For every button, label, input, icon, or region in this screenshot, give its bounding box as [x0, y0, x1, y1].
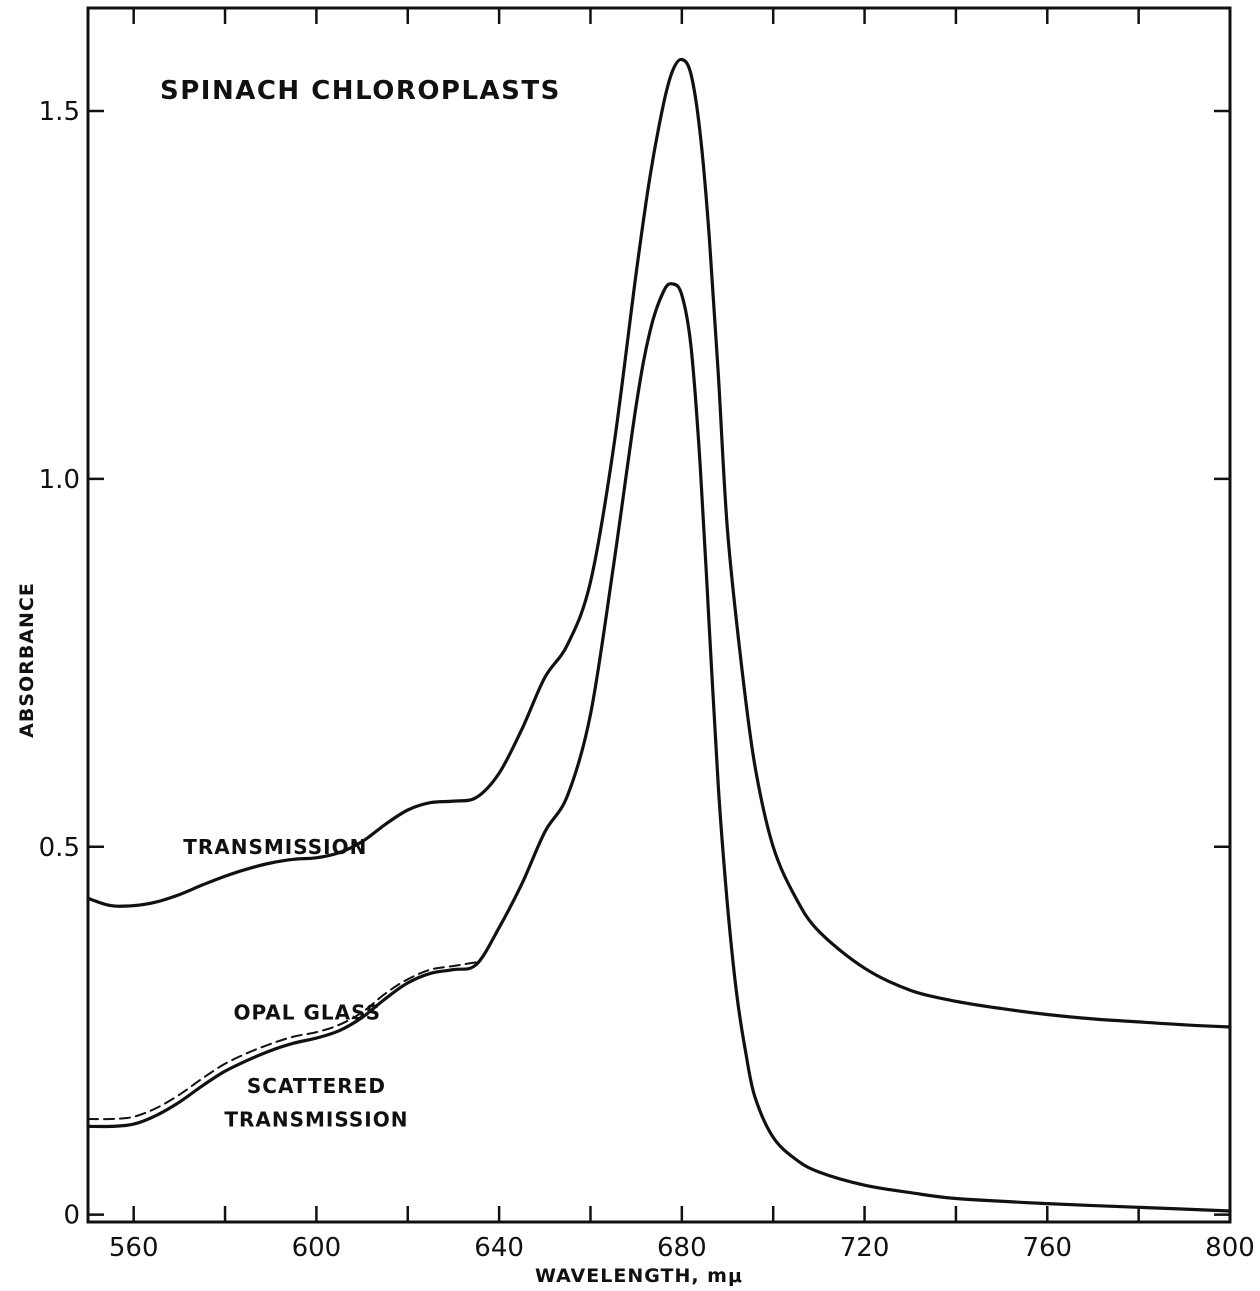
- axis-tick-labels: 560 600 640 680 720 760 800 0 0.5 1.0 1.5: [39, 97, 1255, 1263]
- plot-frame: [86, 6, 1232, 1224]
- series-line-scattered-transmission: [86, 282, 1232, 1213]
- curve-annotations: TRANSMISSION OPAL GLASS SCATTERED TRANSMISS…: [183, 835, 408, 1131]
- annotation-3: TRANSMISSION: [224, 1107, 408, 1131]
- series-line-transmission: [86, 57, 1232, 1029]
- x-tick-label-680: 680: [657, 1233, 707, 1263]
- y-tick-label-1.5: 1.5: [39, 97, 80, 127]
- x-axis-title: WAVELENGTH, mμ: [535, 1265, 743, 1287]
- x-tick-label-600: 600: [292, 1233, 342, 1263]
- x-tick-label-760: 760: [1022, 1233, 1072, 1263]
- y-tick-label-1.0: 1.0: [39, 465, 80, 495]
- y-tick-label-0.5: 0.5: [39, 833, 80, 863]
- x-tick-label-800: 800: [1205, 1233, 1255, 1263]
- annotation-1: OPAL GLASS: [233, 1001, 381, 1025]
- x-tick-label-720: 720: [840, 1233, 890, 1263]
- annotation-2: SCATTERED: [247, 1074, 386, 1098]
- x-tick-label-560: 560: [109, 1233, 159, 1263]
- axis-ticks: [88, 8, 1232, 1222]
- chart-title: SPINACH CHLOROPLASTS: [160, 76, 561, 106]
- y-tick-label-0: 0: [63, 1201, 80, 1231]
- series-line-opal-glass: [87, 961, 478, 1121]
- annotation-0: TRANSMISSION: [183, 835, 367, 859]
- x-tick-label-640: 640: [474, 1233, 524, 1263]
- y-axis-title: ABSORBANCE: [16, 582, 38, 738]
- data-series: [86, 57, 1232, 1213]
